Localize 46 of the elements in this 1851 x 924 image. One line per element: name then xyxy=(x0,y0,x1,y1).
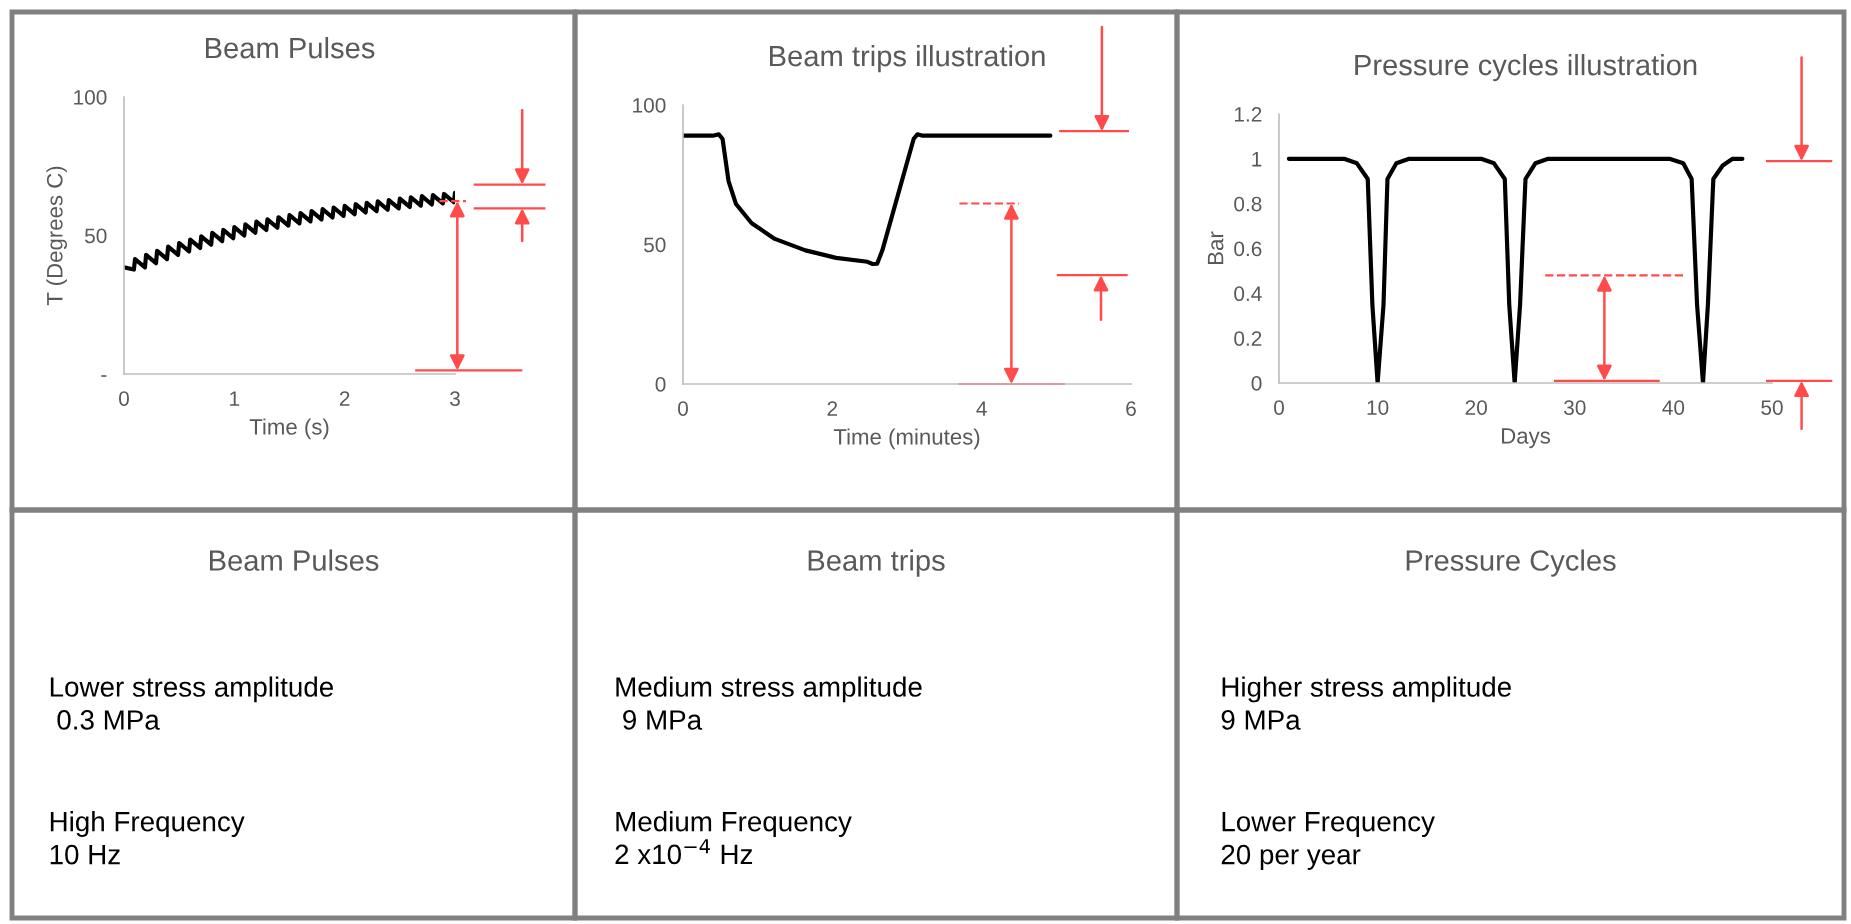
x-tick-label: 0 xyxy=(1274,400,1284,415)
y-tick-label: 100 xyxy=(633,98,666,113)
text: Beam trips xyxy=(808,549,945,577)
x-axis-title: Days xyxy=(1502,428,1551,449)
x-tick-label: 40 xyxy=(1662,400,1685,415)
y-tick-label: 0.6 xyxy=(1234,241,1262,257)
y-tick-label: 0 xyxy=(655,377,666,392)
chart-title: Beam trips illustration xyxy=(770,44,1045,73)
text: Medium stress amplitude 9 MPa xyxy=(616,676,922,730)
y-tick-label: 0 xyxy=(1251,376,1262,391)
x-tick-label: 6 xyxy=(1126,401,1136,416)
x-tick-label: 1 xyxy=(230,391,240,406)
y-tick-label: 50 xyxy=(644,237,666,253)
chart-title: Beam Pulses xyxy=(205,36,375,59)
text: Higher stress amplitude 9 MPa xyxy=(1221,676,1511,730)
y-tick-label: 0.8 xyxy=(1234,196,1262,212)
x-tick-label: 3 xyxy=(450,391,460,406)
x-tick-label: 0 xyxy=(678,401,688,416)
y-axis-title: Bar xyxy=(1207,231,1224,264)
line-series xyxy=(683,132,1053,267)
chart-title: Pressure cycles illustration xyxy=(1355,53,1697,82)
line-series xyxy=(1286,156,1745,383)
y-tick-label: 50 xyxy=(85,228,107,244)
y-tick-label: 1.2 xyxy=(1234,107,1262,122)
x-axis-title: Time (minutes) xyxy=(833,428,980,450)
y-tick-label: - xyxy=(101,375,107,377)
x-tick-label: 4 xyxy=(976,401,987,416)
text: Lower stress amplitude 0.3 MPa xyxy=(50,676,333,730)
text: Beam Pulses xyxy=(209,549,379,571)
text: Lower Frequency 20 per year xyxy=(1221,812,1435,870)
text: Pressure Cycles xyxy=(1406,549,1616,577)
x-tick-label: 0 xyxy=(119,391,129,406)
y-tick-label: 0.2 xyxy=(1234,331,1262,346)
x-axis-title: Time (s) xyxy=(249,418,329,440)
y-tick-label: 100 xyxy=(74,90,107,105)
text: High Frequency 10 Hz xyxy=(50,811,245,865)
x-tick-label: 30 xyxy=(1564,400,1586,415)
y-tick-label: 1 xyxy=(1252,152,1262,167)
y-tick-label: 0.4 xyxy=(1234,286,1262,302)
y-axis-title: T (Degrees C) xyxy=(46,166,68,306)
x-tick-label: 10 xyxy=(1367,400,1389,415)
x-tick-label: 20 xyxy=(1465,400,1487,415)
text: Medium Frequency 2 x10$^{−4}$ Hz xyxy=(615,811,852,865)
x-tick-label: 2 xyxy=(827,401,838,416)
x-tick-label: 2 xyxy=(339,391,350,406)
x-tick-label: 50 xyxy=(1761,400,1783,415)
